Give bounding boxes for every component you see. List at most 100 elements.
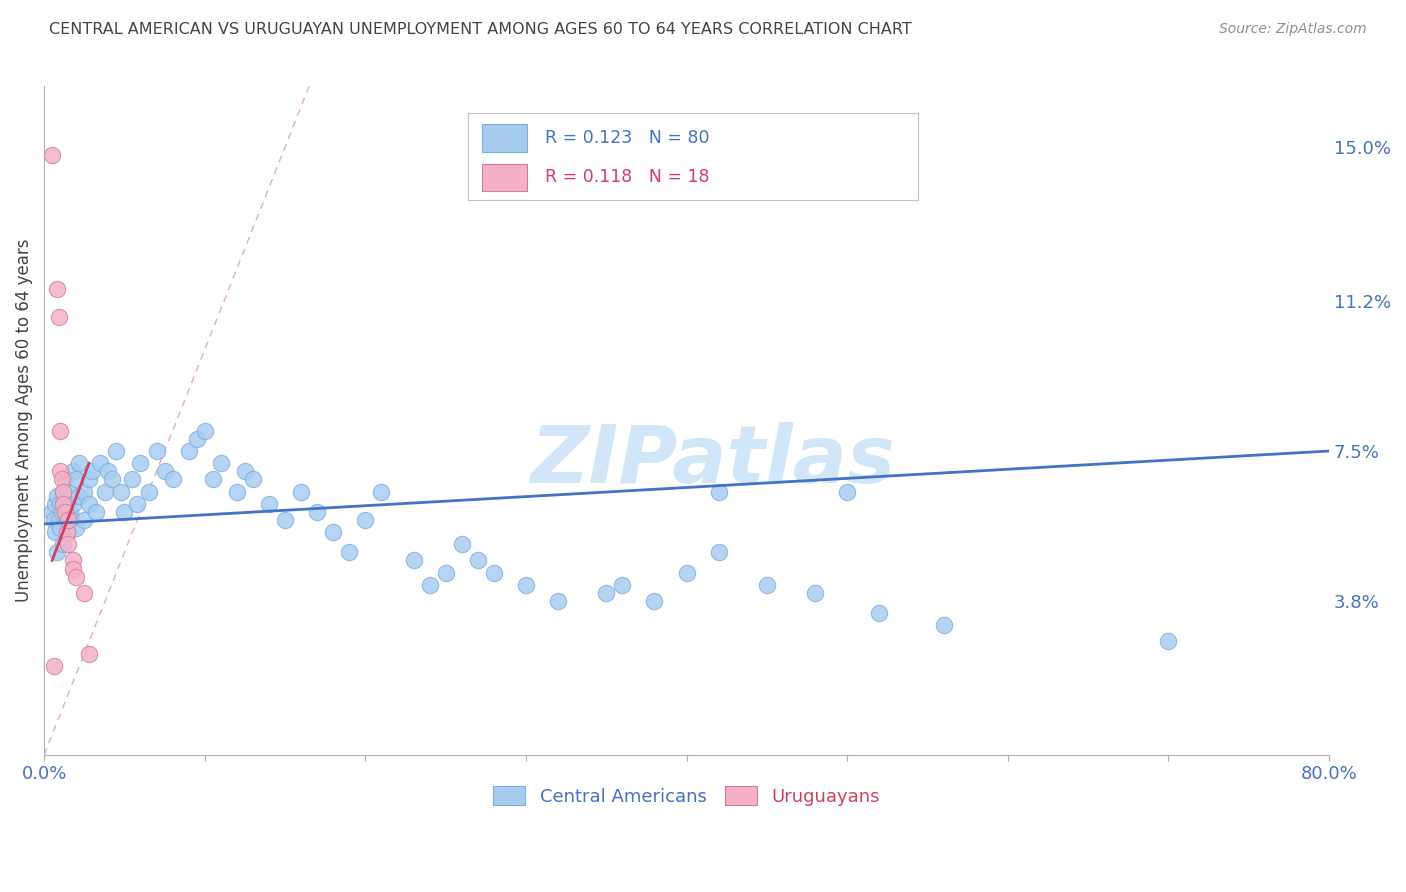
Point — [51, 505, 73, 519]
Point — [105, 444, 128, 458]
Point — [41, 505, 63, 519]
Point — [51, 472, 73, 486]
Point — [69, 456, 91, 470]
Point — [73, 484, 96, 499]
Point — [145, 444, 167, 458]
Point — [138, 484, 160, 499]
Point — [322, 524, 344, 539]
Point — [52, 484, 75, 499]
Point — [77, 647, 100, 661]
Point — [62, 561, 84, 575]
Point — [46, 282, 69, 296]
Point — [707, 484, 730, 499]
Y-axis label: Unemployment Among Ages 60 to 64 years: Unemployment Among Ages 60 to 64 years — [15, 239, 32, 602]
Point — [354, 513, 377, 527]
Point — [242, 472, 264, 486]
Point — [49, 424, 72, 438]
Point — [370, 484, 392, 499]
Point — [201, 472, 224, 486]
Point — [110, 484, 132, 499]
Point — [707, 545, 730, 559]
Point — [69, 489, 91, 503]
Point — [53, 472, 76, 486]
Point — [419, 578, 441, 592]
Text: ZIPatlas: ZIPatlas — [530, 422, 894, 500]
Point — [932, 618, 955, 632]
Point — [177, 444, 200, 458]
Point — [307, 505, 329, 519]
Point — [73, 513, 96, 527]
Point — [58, 484, 80, 499]
Point — [194, 424, 217, 438]
Point — [547, 594, 569, 608]
Point — [153, 464, 176, 478]
Text: Source: ZipAtlas.com: Source: ZipAtlas.com — [1219, 22, 1367, 37]
Point — [73, 586, 96, 600]
Point — [58, 537, 80, 551]
Point — [52, 537, 75, 551]
Point — [612, 578, 634, 592]
Point — [65, 472, 87, 486]
Point — [337, 545, 360, 559]
Point — [41, 148, 63, 162]
Point — [60, 513, 83, 527]
Point — [97, 464, 120, 478]
Point — [84, 505, 107, 519]
Point — [55, 505, 77, 519]
Point — [450, 537, 472, 551]
Point — [65, 521, 87, 535]
Point — [129, 456, 152, 470]
Point — [42, 513, 65, 527]
Point — [52, 497, 75, 511]
Point — [58, 524, 80, 539]
Point — [643, 594, 665, 608]
Point — [53, 505, 76, 519]
Point — [58, 513, 80, 527]
Point — [48, 513, 70, 527]
Point — [46, 545, 69, 559]
Point — [257, 497, 280, 511]
Point — [402, 553, 425, 567]
Point — [52, 484, 75, 499]
Point — [49, 464, 72, 478]
Point — [62, 497, 84, 511]
Point — [89, 456, 111, 470]
Point — [112, 505, 135, 519]
Point — [94, 484, 117, 499]
Point — [77, 472, 100, 486]
Point — [290, 484, 312, 499]
Point — [77, 497, 100, 511]
Text: CENTRAL AMERICAN VS URUGUAYAN UNEMPLOYMENT AMONG AGES 60 TO 64 YEARS CORRELATION: CENTRAL AMERICAN VS URUGUAYAN UNEMPLOYME… — [49, 22, 912, 37]
Point — [162, 472, 184, 486]
Point — [868, 606, 890, 620]
Point — [127, 497, 149, 511]
Point — [1157, 634, 1180, 648]
Point — [515, 578, 537, 592]
Point — [82, 464, 104, 478]
Point — [48, 310, 70, 325]
Point — [233, 464, 256, 478]
Point — [595, 586, 617, 600]
Point — [837, 484, 859, 499]
Point — [46, 489, 69, 503]
Point — [274, 513, 297, 527]
Legend: Central Americans, Uruguayans: Central Americans, Uruguayans — [485, 779, 887, 813]
Point — [62, 553, 84, 567]
Point — [42, 658, 65, 673]
Point — [804, 586, 827, 600]
Point — [467, 553, 489, 567]
Point — [44, 524, 66, 539]
Point — [482, 566, 505, 580]
Point — [100, 472, 122, 486]
Point — [121, 472, 143, 486]
Point — [186, 432, 208, 446]
Point — [675, 566, 697, 580]
Point — [65, 569, 87, 583]
Point — [55, 524, 77, 539]
Point — [49, 497, 72, 511]
Point — [49, 521, 72, 535]
Point — [434, 566, 457, 580]
Point — [225, 484, 247, 499]
Point — [62, 464, 84, 478]
Point — [209, 456, 232, 470]
